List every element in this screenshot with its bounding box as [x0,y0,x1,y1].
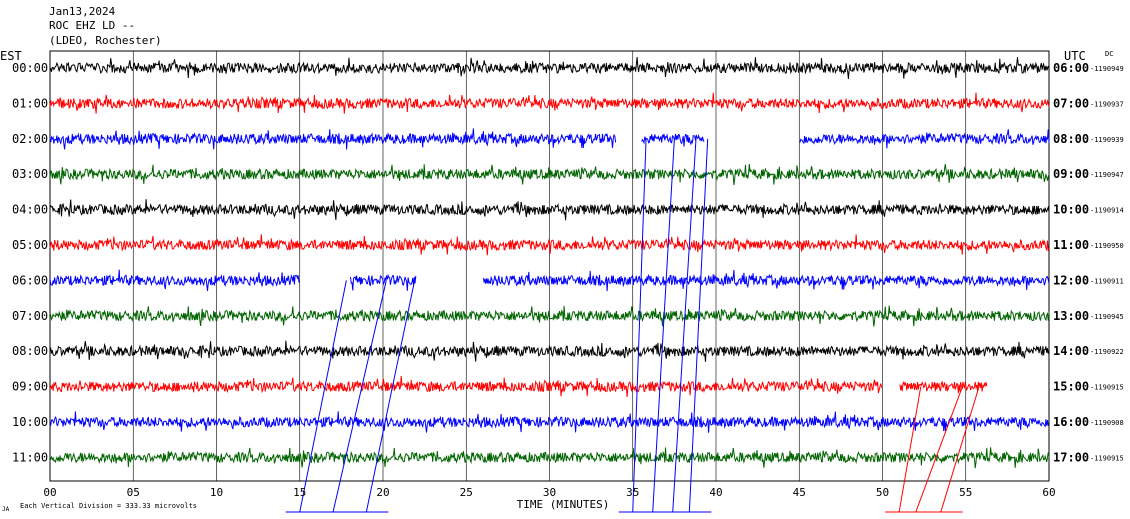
x-axis-title: TIME (MINUTES) [517,498,610,511]
est-hour-label: 10:00 [12,415,48,429]
trace-1000 [49,411,1050,433]
est-hour-label: 04:00 [12,203,48,217]
dc-offset-value: -1190947 [1090,171,1124,179]
est-hour-label: 09:00 [12,380,48,394]
vertical-scale-note: Each Vertical Division = 333.33 microvol… [20,502,197,510]
trace-0300 [49,164,1050,186]
trace-0800 [49,340,1050,362]
station-code: ROC EHZ LD -- [49,19,136,32]
x-tick-label: 35 [626,486,639,499]
est-hour-label: 07:00 [12,309,48,323]
est-hour-label: 11:00 [12,450,48,464]
x-tick-label: 55 [959,486,972,499]
x-tick-label: 20 [376,486,389,499]
trace-group [49,57,1050,469]
event-streak [688,138,709,513]
utc-hour-label: 09:00 [1053,167,1089,181]
footnote-marker: JA [2,506,10,513]
est-hour-label: 03:00 [12,167,48,181]
dc-offset-value: -1190908 [1090,419,1124,427]
trace-0100 [49,92,1050,114]
trace-1100 [49,447,1050,469]
dc-offset-value: -1190915 [1090,384,1124,392]
trace-0000 [49,57,1050,80]
utc-hour-label: 06:00 [1053,61,1089,75]
x-tick-label: 05 [127,486,140,499]
dc-offset-value: -1190950 [1090,242,1124,250]
utc-hour-label: 17:00 [1053,450,1089,464]
x-tick-label: 00 [43,486,56,499]
x-tick-label: 10 [210,486,223,499]
est-hour-label: 05:00 [12,238,48,252]
dc-offset-value: -1190949 [1090,65,1124,73]
utc-axis-label: UTC [1064,49,1086,63]
trace-0500 [49,234,1050,256]
x-tick-label: 50 [876,486,889,499]
event-streak [365,280,416,513]
dc-offset-label: DC [1105,50,1113,58]
trace-0400 [49,199,1050,221]
utc-hour-label: 10:00 [1053,203,1089,217]
utc-hour-label: 12:00 [1053,273,1089,287]
seismogram-date: Jan13,2024 [49,5,116,18]
event-streaks [285,138,980,513]
trace-0200 [49,128,1050,150]
dc-offset-value: -1190945 [1090,313,1124,321]
event-streak [940,386,980,513]
event-streak [672,138,697,513]
dc-offset-value: -1190915 [1090,454,1124,462]
event-streak [652,138,675,513]
trace-0700 [49,305,1050,327]
x-tick-label: 25 [460,486,473,499]
plot-grid [49,50,1050,482]
est-axis-label: EST [0,49,22,63]
utc-hour-label: 16:00 [1053,415,1089,429]
utc-hour-label: 07:00 [1053,96,1089,110]
dc-offset-value: -1190911 [1090,277,1124,285]
x-tick-label: 40 [709,486,722,499]
trace-0600 [49,269,1050,292]
utc-hour-label: 14:00 [1053,344,1089,358]
est-hour-label: 00:00 [12,61,48,75]
event-streak [915,386,963,513]
utc-hour-label: 15:00 [1053,380,1089,394]
utc-hour-label: 13:00 [1053,309,1089,323]
est-hour-label: 08:00 [12,344,48,358]
est-hour-label: 02:00 [12,132,48,146]
x-tick-label: 15 [293,486,306,499]
dc-offset-value: -1190914 [1090,207,1124,215]
x-tick-label: 30 [543,486,556,499]
dc-offset-value: -1190939 [1090,136,1124,144]
network-name: (LDEO, Rochester) [49,34,162,47]
est-hour-label: 06:00 [12,273,48,287]
event-streak [898,386,922,513]
utc-hour-label: 11:00 [1053,238,1089,252]
dc-offset-value: -1190922 [1090,348,1124,356]
utc-hour-label: 08:00 [1053,132,1089,146]
dc-offset-value: -1190937 [1090,100,1124,108]
event-streak [332,280,387,513]
est-hour-label: 01:00 [12,96,48,110]
event-streak [632,138,647,513]
trace-0900 [49,375,988,397]
x-tick-label: 60 [1042,486,1055,499]
x-tick-label: 45 [793,486,806,499]
event-streak [299,280,347,513]
